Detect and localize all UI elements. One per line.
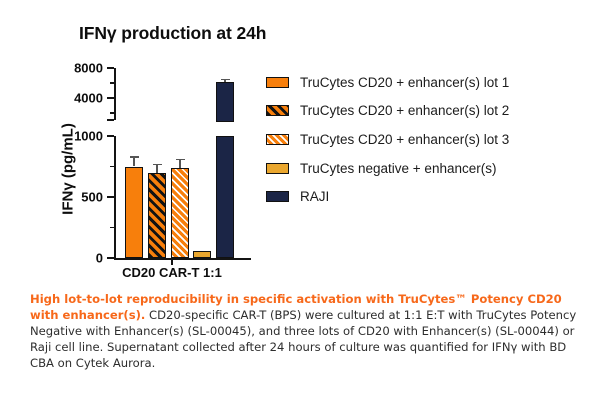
error-bar-line — [224, 80, 226, 83]
y-tick-major — [107, 135, 114, 137]
error-bar-cap — [129, 156, 139, 158]
legend-label: TruCytes CD20 + enhancer(s) lot 1 — [300, 74, 510, 90]
tan-solid-swatch — [266, 162, 289, 174]
legend-label: TruCytes CD20 + enhancer(s) lot 3 — [300, 131, 510, 147]
legend-label: TruCytes negative + enhancer(s) — [300, 160, 497, 176]
navy-solid-swatch — [266, 191, 289, 203]
y-tick-major — [107, 67, 114, 69]
y-axis-lower-segment — [114, 136, 116, 258]
x-axis-line — [114, 258, 251, 260]
legend-item: TruCytes CD20 + enhancer(s) lot 1 — [266, 68, 509, 97]
x-axis-tick — [171, 259, 173, 266]
legend-item: RAJI — [266, 182, 509, 211]
orange-black-hatch-swatch — [266, 105, 289, 117]
y-tick-major — [107, 97, 114, 99]
y-tick-minor — [110, 226, 114, 229]
error-bar-line — [179, 160, 181, 168]
y-tick-minor — [110, 112, 114, 114]
y-tick-label: 4000 — [74, 90, 103, 106]
chart-title: IFNγ production at 24h — [79, 23, 267, 43]
legend-item: TruCytes CD20 + enhancer(s) lot 3 — [266, 125, 509, 154]
bar-upper-segment — [216, 82, 234, 122]
y-tick-label: 500 — [81, 189, 103, 205]
y-tick-major — [107, 257, 114, 259]
caption-highlight: High lot-to-lot reproducibility in speci… — [30, 292, 562, 322]
orange-white-hatch-swatch — [266, 133, 289, 145]
legend-item: TruCytes CD20 + enhancer(s) lot 2 — [266, 97, 509, 126]
legend-label: TruCytes CD20 + enhancer(s) lot 2 — [300, 103, 510, 119]
y-tick-label: 1000 — [74, 128, 103, 144]
bar — [171, 167, 189, 258]
error-bar-line — [133, 157, 135, 167]
legend: TruCytes CD20 + enhancer(s) lot 1 TruCyte… — [266, 68, 509, 211]
error-bar-cap — [220, 78, 230, 81]
error-bar-line — [156, 165, 158, 173]
caption-body: CD20-specific CAR-T (BPS) were cultured … — [30, 307, 577, 370]
y-tick-minor — [110, 165, 114, 168]
y-tick-major — [107, 196, 114, 198]
legend-label: RAJI — [300, 189, 330, 205]
y-tick-label: 8000 — [74, 60, 103, 76]
error-bar-cap — [175, 158, 185, 161]
bar-lower-segment — [216, 136, 234, 258]
y-axis-upper-segment — [114, 68, 116, 120]
error-bar-cap — [152, 163, 162, 166]
x-axis-category-label: CD20 CAR-T 1:1 — [122, 265, 222, 280]
bar — [193, 251, 211, 258]
y-tick-minor — [110, 82, 114, 84]
y-tick-label: 0 — [95, 250, 103, 266]
orange-solid-swatch — [266, 76, 289, 88]
bar — [125, 166, 143, 258]
y-axis-upper-end-cap — [107, 119, 114, 121]
legend-item: TruCytes negative + enhancer(s) — [266, 154, 509, 183]
caption: High lot-to-lot reproducibility in speci… — [30, 292, 578, 372]
bar — [148, 172, 166, 258]
